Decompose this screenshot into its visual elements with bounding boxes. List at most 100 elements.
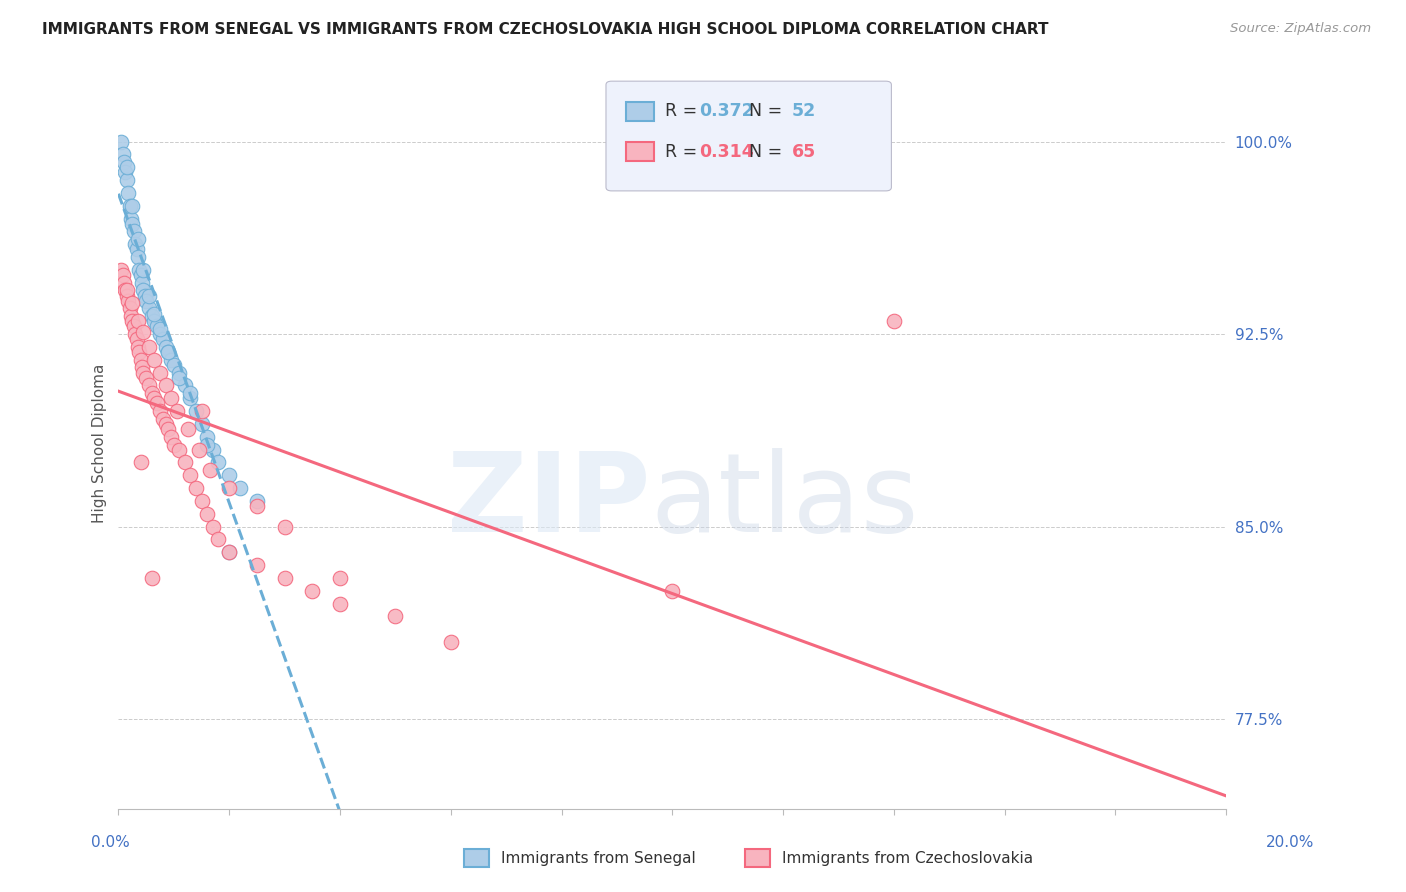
Point — [179, 392, 201, 406]
Point — [155, 417, 177, 431]
Point — [141, 309, 163, 323]
Point — [127, 250, 149, 264]
Point — [195, 437, 218, 451]
Point — [138, 301, 160, 316]
Point — [157, 345, 180, 359]
Point — [146, 319, 169, 334]
Point — [149, 327, 172, 342]
Point — [117, 186, 139, 200]
Text: R =: R = — [665, 103, 703, 120]
Point — [132, 284, 155, 298]
Point — [246, 558, 269, 573]
Text: 0.372: 0.372 — [699, 103, 754, 120]
Point — [218, 468, 240, 483]
Point — [166, 404, 188, 418]
Point — [132, 325, 155, 339]
Point — [124, 237, 146, 252]
Point — [218, 481, 240, 495]
Point — [121, 199, 143, 213]
Point — [112, 276, 135, 290]
Point — [138, 288, 160, 302]
Point — [143, 314, 166, 328]
Point — [329, 571, 352, 585]
Point — [121, 217, 143, 231]
Text: N =: N = — [738, 143, 787, 161]
Point — [218, 545, 240, 559]
Point — [207, 533, 229, 547]
Point — [440, 635, 463, 649]
Point — [135, 371, 157, 385]
Text: IMMIGRANTS FROM SENEGAL VS IMMIGRANTS FROM CZECHOSLOVAKIA HIGH SCHOOL DIPLOMA CO: IMMIGRANTS FROM SENEGAL VS IMMIGRANTS FR… — [42, 22, 1049, 37]
Point — [120, 309, 142, 323]
Point — [160, 352, 183, 367]
Point — [138, 340, 160, 354]
Point — [122, 319, 145, 334]
Point — [160, 430, 183, 444]
Point — [155, 378, 177, 392]
Point — [143, 392, 166, 406]
Point — [129, 455, 152, 469]
Text: N =: N = — [738, 103, 787, 120]
Point — [143, 307, 166, 321]
Point — [143, 352, 166, 367]
Point — [329, 597, 352, 611]
Point — [174, 455, 197, 469]
Text: 65: 65 — [792, 143, 815, 161]
Point — [157, 422, 180, 436]
Point — [190, 494, 212, 508]
Point — [125, 243, 148, 257]
Point — [201, 442, 224, 457]
Point — [121, 296, 143, 310]
Point — [169, 366, 191, 380]
Point — [246, 499, 269, 513]
Point — [169, 371, 191, 385]
Point — [118, 301, 141, 316]
Point — [201, 519, 224, 533]
Point — [127, 340, 149, 354]
Text: ZIP: ZIP — [447, 449, 650, 555]
Point — [135, 293, 157, 308]
Point — [184, 481, 207, 495]
Point — [661, 583, 683, 598]
Point — [883, 314, 905, 328]
Point — [125, 332, 148, 346]
Point — [163, 437, 186, 451]
Point — [114, 165, 136, 179]
Point — [169, 442, 191, 457]
Text: atlas: atlas — [650, 449, 918, 555]
Point — [179, 386, 201, 401]
Point — [111, 147, 134, 161]
Point — [190, 404, 212, 418]
Point — [134, 288, 156, 302]
Point — [229, 481, 252, 495]
Point — [127, 232, 149, 246]
Point — [129, 352, 152, 367]
Point — [111, 268, 134, 282]
Text: Immigrants from Senegal: Immigrants from Senegal — [501, 851, 696, 865]
Point — [190, 417, 212, 431]
Text: 52: 52 — [792, 103, 815, 120]
Point — [131, 276, 153, 290]
Point — [110, 263, 132, 277]
Point — [155, 340, 177, 354]
Point — [195, 507, 218, 521]
Point — [207, 455, 229, 469]
Point — [138, 378, 160, 392]
Point — [122, 224, 145, 238]
Point — [195, 430, 218, 444]
Point — [115, 161, 138, 175]
Point — [152, 332, 174, 346]
Point — [273, 571, 295, 585]
Point — [132, 366, 155, 380]
Point — [149, 366, 172, 380]
Point — [115, 284, 138, 298]
Point — [384, 609, 406, 624]
Point — [179, 468, 201, 483]
Text: 0.0%: 0.0% — [91, 836, 131, 850]
Point — [141, 571, 163, 585]
Point — [129, 268, 152, 282]
Point — [112, 155, 135, 169]
Point — [127, 314, 149, 328]
Point — [152, 412, 174, 426]
Y-axis label: High School Diploma: High School Diploma — [93, 364, 107, 523]
